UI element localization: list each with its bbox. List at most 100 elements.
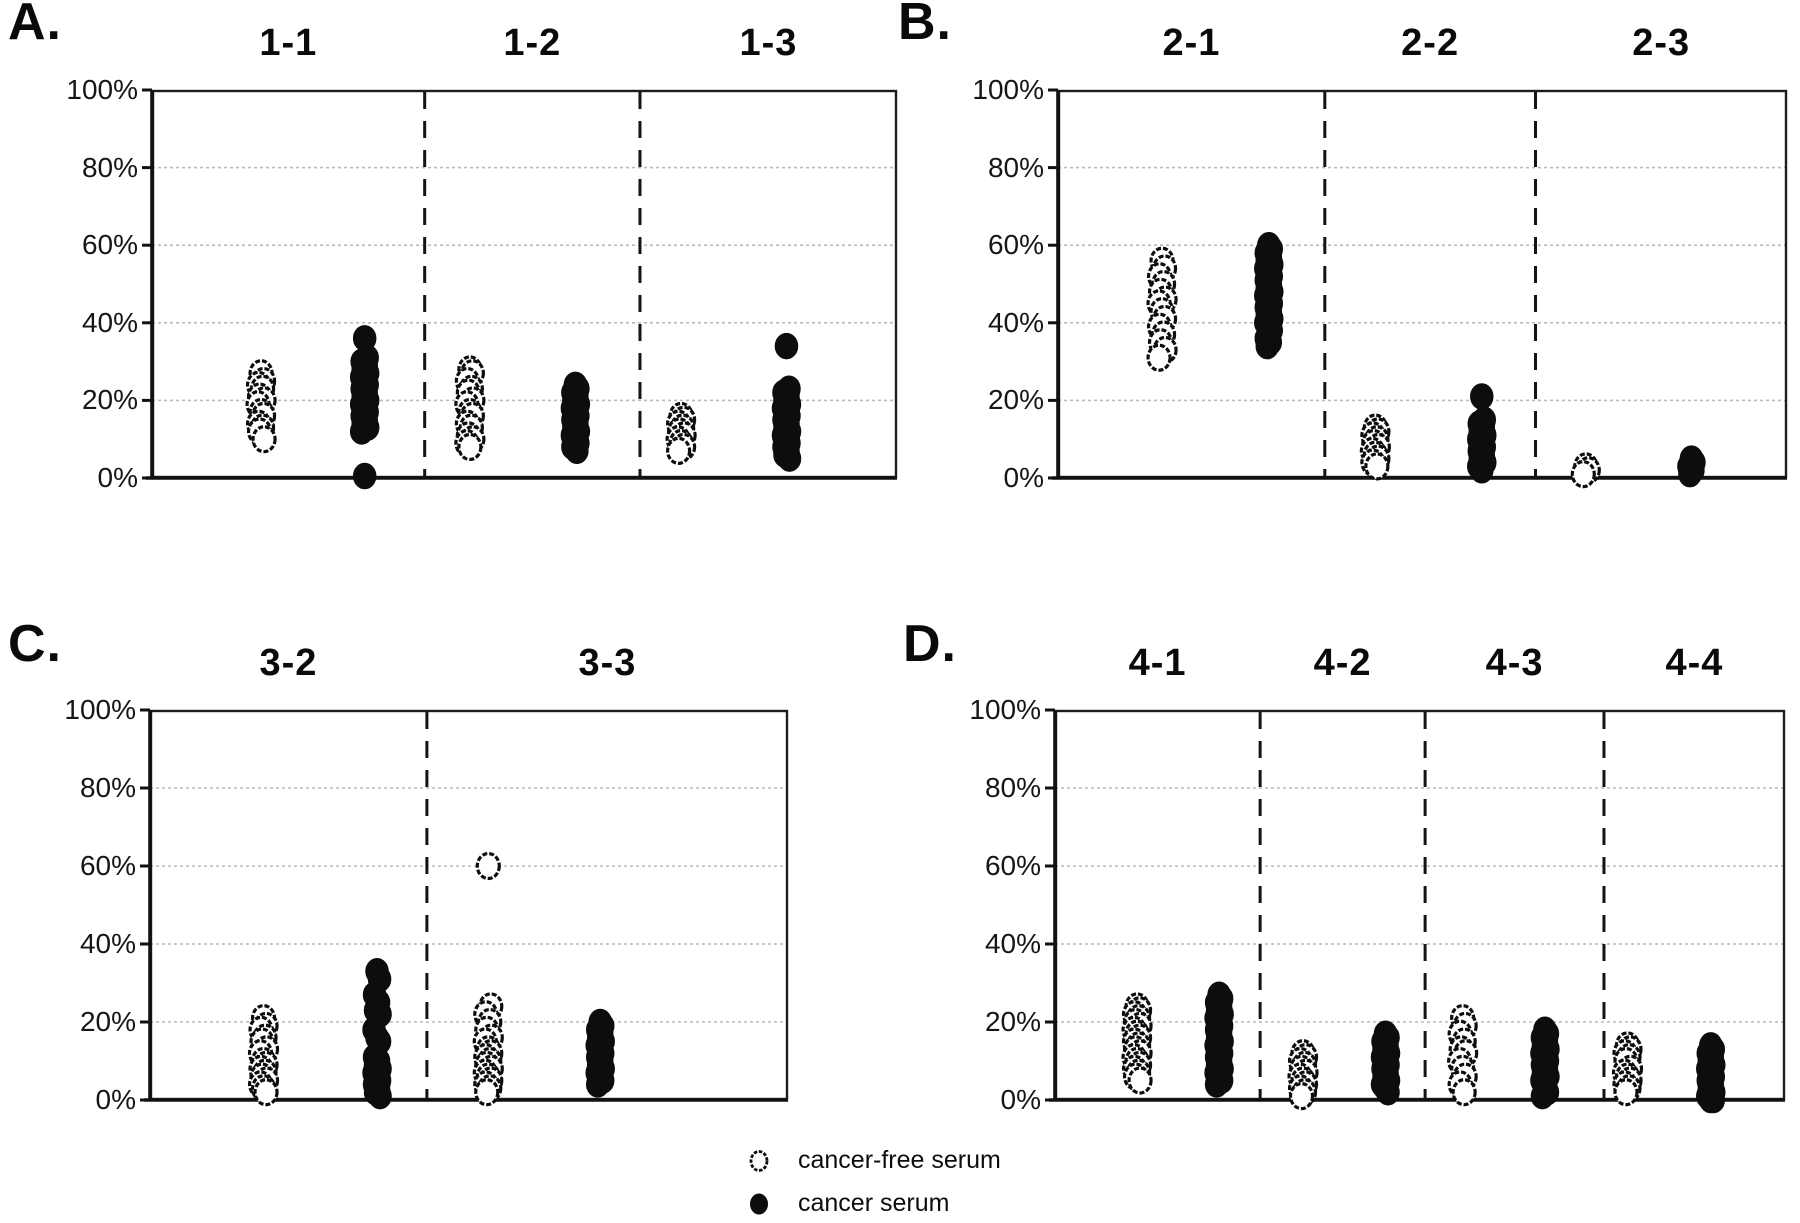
series-2-1-cancer-free-serum (1146, 246, 1178, 372)
panel-letter-b: B. (898, 0, 952, 51)
y-axis-tick-label: 20% (79, 1006, 136, 1037)
y-axis-tick-label: 60% (79, 850, 136, 881)
series-4-3-cancer-serum (1530, 1016, 1560, 1110)
data-point (1530, 1082, 1555, 1110)
series-1-2-cancer-free-serum (454, 355, 486, 462)
group-title-4-3: 4-3 (1485, 642, 1544, 684)
data-point (1470, 383, 1494, 410)
data-point (1451, 1078, 1477, 1107)
series-1-2-cancer-serum (560, 371, 591, 465)
y-axis-tick-label: 40% (81, 306, 138, 338)
group-title-1-2: 1-2 (503, 22, 562, 64)
data-point (368, 1082, 392, 1110)
series-3-2-cancer-free-serum (247, 1004, 280, 1107)
y-axis-tick-label: 40% (79, 928, 136, 959)
group-title-1-3: 1-3 (739, 22, 798, 64)
y-axis-tick-label: 0% (1003, 462, 1044, 493)
group-title-4-1: 4-1 (1128, 642, 1187, 684)
series-4-1-cancer-serum (1204, 981, 1234, 1098)
y-axis-tick-label: 100% (972, 74, 1044, 105)
panel-letter-c: C. (8, 615, 62, 673)
series-2-2-cancer-serum (1467, 383, 1497, 484)
y-axis-tick-label: 20% (81, 384, 138, 416)
series-2-3-cancer-serum (1677, 445, 1706, 488)
data-point (457, 432, 483, 462)
data-point (1288, 1082, 1315, 1111)
data-point (1127, 1066, 1153, 1095)
y-axis-tick-label: 100% (969, 694, 1041, 725)
y-axis-tick-label: 60% (81, 229, 138, 261)
data-point (1376, 1078, 1400, 1106)
series-1-3-cancer-serum (771, 332, 802, 472)
series-2-2-cancer-free-serum (1359, 413, 1391, 481)
panel-letter-a: A. (8, 0, 62, 51)
y-axis-tick-label: 40% (987, 306, 1044, 338)
data-point (1255, 332, 1280, 360)
data-point (1613, 1078, 1639, 1107)
group-title-4-2: 4-2 (1313, 642, 1372, 684)
series-1-3-cancer-free-serum (665, 401, 697, 465)
data-point (565, 437, 589, 465)
legend-label-cancer-free-serum: cancer-free serum (798, 1146, 1001, 1174)
data-point (1678, 460, 1702, 488)
data-point (1570, 460, 1596, 489)
y-axis-tick-label: 0% (1000, 1084, 1041, 1115)
data-point (774, 332, 799, 360)
y-axis-tick-label: 80% (81, 151, 138, 183)
series-4-4-cancer-serum (1696, 1032, 1726, 1114)
y-axis-tick-label: 60% (987, 229, 1044, 261)
y-axis-tick-label: 20% (987, 384, 1044, 416)
y-axis-tick-label: 20% (984, 1006, 1041, 1037)
y-axis-tick-label: 100% (66, 74, 138, 105)
series-1-1-cancer-free-serum (245, 359, 277, 454)
series-4-4-cancer-free-serum (1611, 1031, 1644, 1107)
series-3-3-cancer-serum (585, 1008, 615, 1098)
series-2-3-cancer-free-serum (1570, 452, 1601, 489)
plot-area-A (142, 88, 898, 490)
data-point (1204, 1071, 1229, 1098)
filled-circle-icon (750, 1193, 768, 1214)
y-axis-tick-label: 80% (984, 772, 1041, 803)
open-circle-icon (749, 1149, 769, 1172)
y-axis-tick-label: 60% (984, 850, 1041, 881)
data-point (349, 418, 374, 445)
plot-area-D (1045, 708, 1786, 1114)
y-axis-tick-label: 0% (97, 462, 138, 493)
data-point (251, 425, 277, 454)
series-3-3-cancer-free-serum (472, 851, 504, 1107)
data-point (474, 1078, 500, 1107)
y-axis-tick-label: 100% (64, 694, 136, 725)
data-point (665, 436, 692, 465)
series-4-1-cancer-free-serum (1121, 992, 1153, 1095)
y-axis-tick-label: 40% (984, 928, 1041, 959)
legend-label-cancer-serum: cancer serum (798, 1189, 950, 1217)
group-title-2-2: 2-2 (1401, 22, 1460, 64)
legend-item-cancer-serum: cancer serum (746, 1189, 1001, 1218)
legend: cancer-free serum cancer serum (746, 1146, 1001, 1223)
series-4-2-cancer-serum (1370, 1020, 1401, 1106)
panel-letter-d: D. (903, 615, 957, 673)
data-point (352, 462, 377, 490)
data-point (1470, 456, 1494, 484)
group-title-1-1: 1-1 (259, 22, 318, 64)
data-point (475, 851, 501, 881)
group-title-2-3: 2-3 (1632, 22, 1691, 64)
series-2-1-cancer-serum (1254, 231, 1284, 360)
group-title-3-3: 3-3 (578, 642, 637, 684)
plot-area-C (140, 708, 789, 1110)
series-3-2-cancer-serum (362, 958, 392, 1110)
data-point (777, 445, 802, 472)
data-point (1701, 1086, 1726, 1114)
y-axis-tick-label: 80% (987, 151, 1044, 183)
series-1-1-cancer-serum (349, 325, 380, 490)
data-point (253, 1078, 279, 1107)
data-point (585, 1071, 610, 1098)
plot-area-B (1048, 88, 1788, 489)
data-point (1146, 343, 1172, 372)
series-4-2-cancer-free-serum (1287, 1039, 1319, 1111)
group-title-2-1: 2-1 (1162, 22, 1221, 64)
y-axis-tick-label: 80% (79, 772, 136, 803)
legend-item-cancer-free-serum: cancer-free serum (746, 1146, 1001, 1175)
group-title-3-2: 3-2 (259, 642, 318, 684)
